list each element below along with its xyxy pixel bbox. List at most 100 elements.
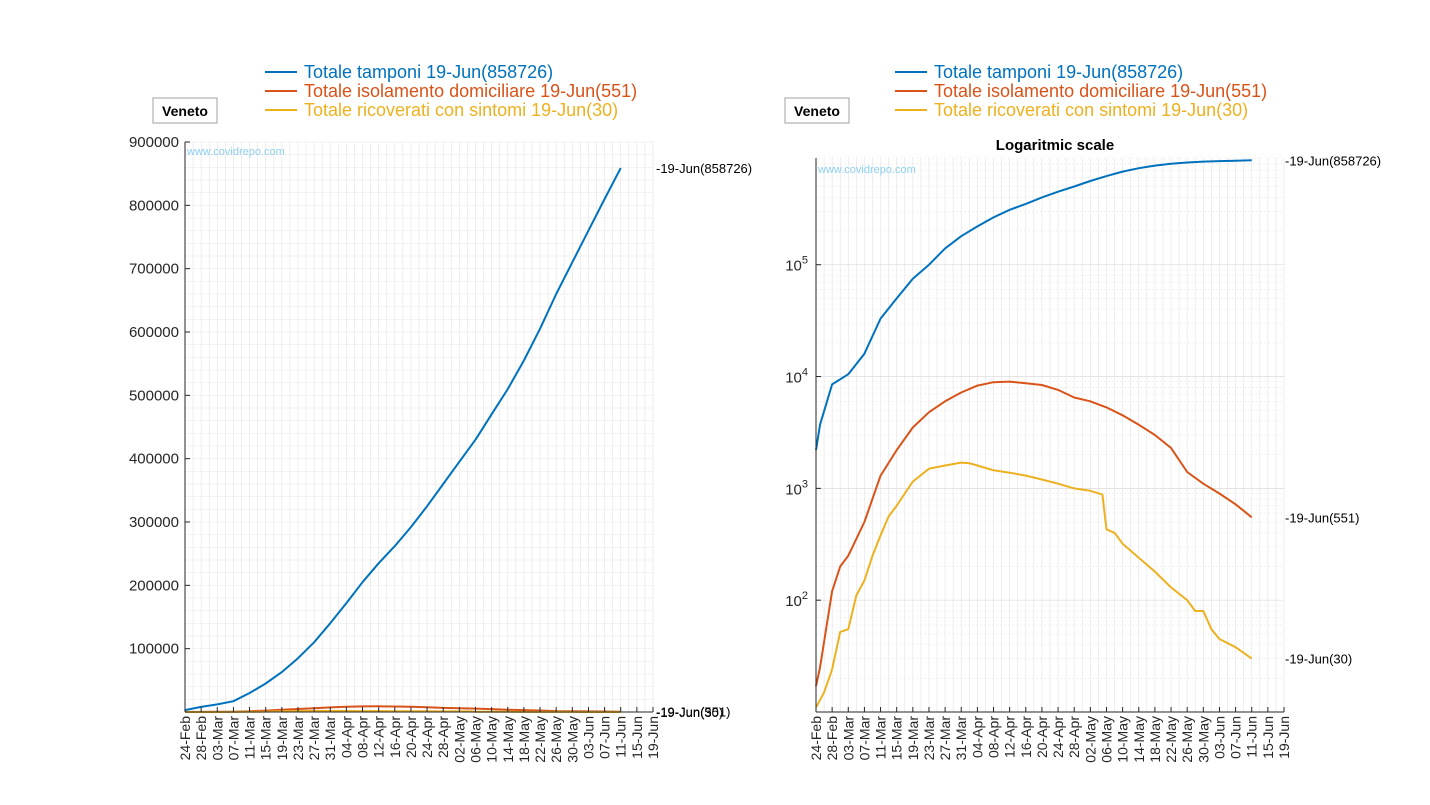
linear-region-label-box: Veneto — [152, 97, 218, 124]
y-tick-exponent: 5 — [802, 255, 808, 267]
x-tick-label: 06-May — [467, 716, 483, 763]
x-tick-label: 28-Apr — [435, 716, 451, 758]
log-region-label-box: Veneto — [784, 97, 850, 124]
legend-entry-isolamento: Totale isolamento domiciliare 19-Jun(551… — [934, 81, 1267, 101]
x-tick-label: 07-Mar — [856, 716, 872, 761]
x-tick-label: 28-Feb — [824, 716, 840, 761]
legend-entry-ricoverati: Totale ricoverati con sintomi 19-Jun(30) — [304, 100, 618, 120]
y-tick-base: 10 — [785, 593, 802, 610]
y-tick-label: 400000 — [129, 451, 179, 468]
x-tick-label: 22-May — [532, 716, 548, 763]
x-tick-label: 11-Jun — [1244, 716, 1260, 758]
series-end-label-ricoverati: -19-Jun(30) — [656, 705, 723, 720]
linear-x-ticks: 24-Feb 28-Feb 03-Mar 07-Mar 11-Mar 15-Mar 19-M… — [177, 707, 661, 763]
region-label-frame — [152, 97, 218, 124]
series-line-isolamento — [815, 380, 1253, 687]
x-tick-label: 16-Apr — [387, 716, 403, 758]
linear-end-labels: -19-Jun(858726) -19-Jun(551)-19-Jun(30) — [656, 161, 752, 720]
x-tick-label: 04-Apr — [338, 716, 354, 758]
linear-chart-panel: Totale tamponi 19-Jun(858726)Totale isol… — [129, 62, 752, 763]
x-tick-label: 31-Mar — [953, 716, 969, 761]
x-tick-label: 15-Jun — [629, 716, 645, 759]
y-tick-label: 200000 — [129, 577, 179, 594]
x-tick-label: 23-Mar — [290, 716, 306, 761]
y-tick-label: 800000 — [129, 197, 179, 214]
linear-chart-legend: Totale tamponi 19-Jun(858726)Totale isol… — [265, 62, 637, 120]
x-tick-label: 26-May — [1179, 716, 1195, 763]
x-tick-label: 15-Mar — [889, 716, 905, 761]
series-end-label-tamponi: -19-Jun(858726) — [656, 161, 752, 176]
linear-gridlines — [184, 141, 654, 713]
x-tick-label: 24-Feb — [177, 716, 193, 761]
y-tick-label: 900000 — [129, 134, 179, 151]
x-tick-label: 15-Jun — [1260, 716, 1276, 759]
y-tick-base: 10 — [785, 258, 802, 275]
region-label: Veneto — [162, 103, 208, 119]
x-tick-label: 11-Jun — [613, 716, 629, 758]
y-tick-label: 500000 — [129, 387, 179, 404]
watermark: www.covidrepo.com — [186, 146, 285, 158]
legend-entry-tamponi: Totale tamponi 19-Jun(858726) — [304, 62, 553, 82]
x-tick-label: 11-Mar — [242, 716, 258, 760]
x-tick-label: 03-Jun — [580, 716, 596, 759]
x-tick-label: 07-Jun — [597, 716, 613, 759]
x-tick-label: 16-Apr — [1018, 716, 1034, 758]
y-tick-exponent: 2 — [802, 590, 808, 602]
y-tick-label: 300000 — [129, 514, 179, 531]
x-tick-label: 14-May — [1131, 716, 1147, 763]
x-tick-label: 24-Feb — [808, 716, 824, 761]
x-tick-label: 18-May — [1147, 716, 1163, 763]
chart-title: Logaritmic scale — [996, 137, 1114, 154]
x-tick-label: 26-May — [548, 716, 564, 763]
x-tick-label: 03-Jun — [1211, 716, 1227, 759]
x-tick-label: 03-Mar — [840, 716, 856, 761]
x-tick-label: 23-Mar — [921, 716, 937, 761]
x-tick-label: 15-Mar — [258, 716, 274, 761]
x-tick-label: 06-May — [1098, 716, 1114, 763]
x-tick-label: 07-Mar — [225, 716, 241, 761]
linear-y-ticks: 100000 200000 300000 400000 500000 600000 7000… — [129, 134, 190, 658]
x-tick-label: 07-Jun — [1228, 716, 1244, 759]
legend-entry-isolamento: Totale isolamento domiciliare 19-Jun(551… — [304, 81, 637, 101]
x-tick-label: 22-May — [1163, 716, 1179, 763]
x-tick-label: 24-Apr — [1050, 716, 1066, 758]
y-tick-label: 100000 — [129, 641, 179, 658]
log-series-lines — [815, 159, 1253, 708]
x-tick-label: 02-May — [1082, 716, 1098, 763]
series-end-label-tamponi: -19-Jun(858726) — [1285, 153, 1381, 168]
watermark: www.covidrepo.com — [817, 164, 916, 176]
x-tick-label: 19-Jun — [645, 716, 661, 759]
legend-entry-ricoverati: Totale ricoverati con sintomi 19-Jun(30) — [934, 100, 1248, 120]
x-tick-label: 11-Mar — [873, 716, 889, 760]
x-tick-label: 08-Apr — [986, 716, 1002, 758]
y-tick-label: 103 — [785, 478, 808, 498]
x-tick-label: 04-Apr — [969, 716, 985, 758]
x-tick-label: 30-May — [564, 716, 580, 763]
series-end-label-isolamento: -19-Jun(551) — [1285, 510, 1359, 525]
x-tick-label: 18-May — [516, 716, 532, 763]
region-label-frame — [784, 97, 850, 124]
x-tick-label: 27-Mar — [937, 716, 953, 761]
y-tick-base: 10 — [785, 481, 802, 498]
y-tick-exponent: 3 — [802, 478, 808, 490]
series-end-label-ricoverati: -19-Jun(30) — [1285, 652, 1352, 667]
x-tick-label: 02-May — [451, 716, 467, 763]
x-tick-label: 19-Mar — [905, 716, 921, 761]
x-tick-label: 19-Mar — [274, 716, 290, 761]
y-tick-exponent: 4 — [802, 367, 808, 379]
x-tick-label: 14-May — [500, 716, 516, 763]
x-tick-label: 30-May — [1195, 716, 1211, 763]
x-tick-label: 31-Mar — [322, 716, 338, 761]
x-tick-label: 03-Mar — [209, 716, 225, 761]
x-tick-label: 12-Apr — [371, 716, 387, 758]
log-axes — [815, 158, 1284, 713]
y-tick-base: 10 — [785, 370, 802, 387]
x-tick-label: 12-Apr — [1002, 716, 1018, 758]
linear-axes — [184, 142, 653, 713]
y-tick-label: 104 — [785, 367, 808, 387]
y-tick-label: 700000 — [129, 261, 179, 278]
log-chart-panel: Totale tamponi 19-Jun(858726)Totale isol… — [784, 62, 1381, 763]
